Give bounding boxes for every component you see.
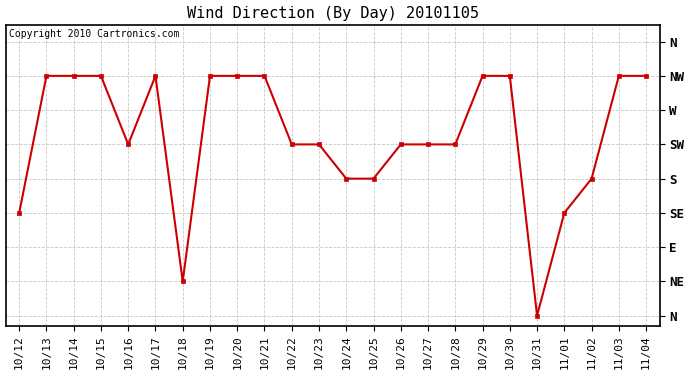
Text: Copyright 2010 Cartronics.com: Copyright 2010 Cartronics.com [9,29,179,39]
Title: Wind Direction (By Day) 20101105: Wind Direction (By Day) 20101105 [186,6,479,21]
